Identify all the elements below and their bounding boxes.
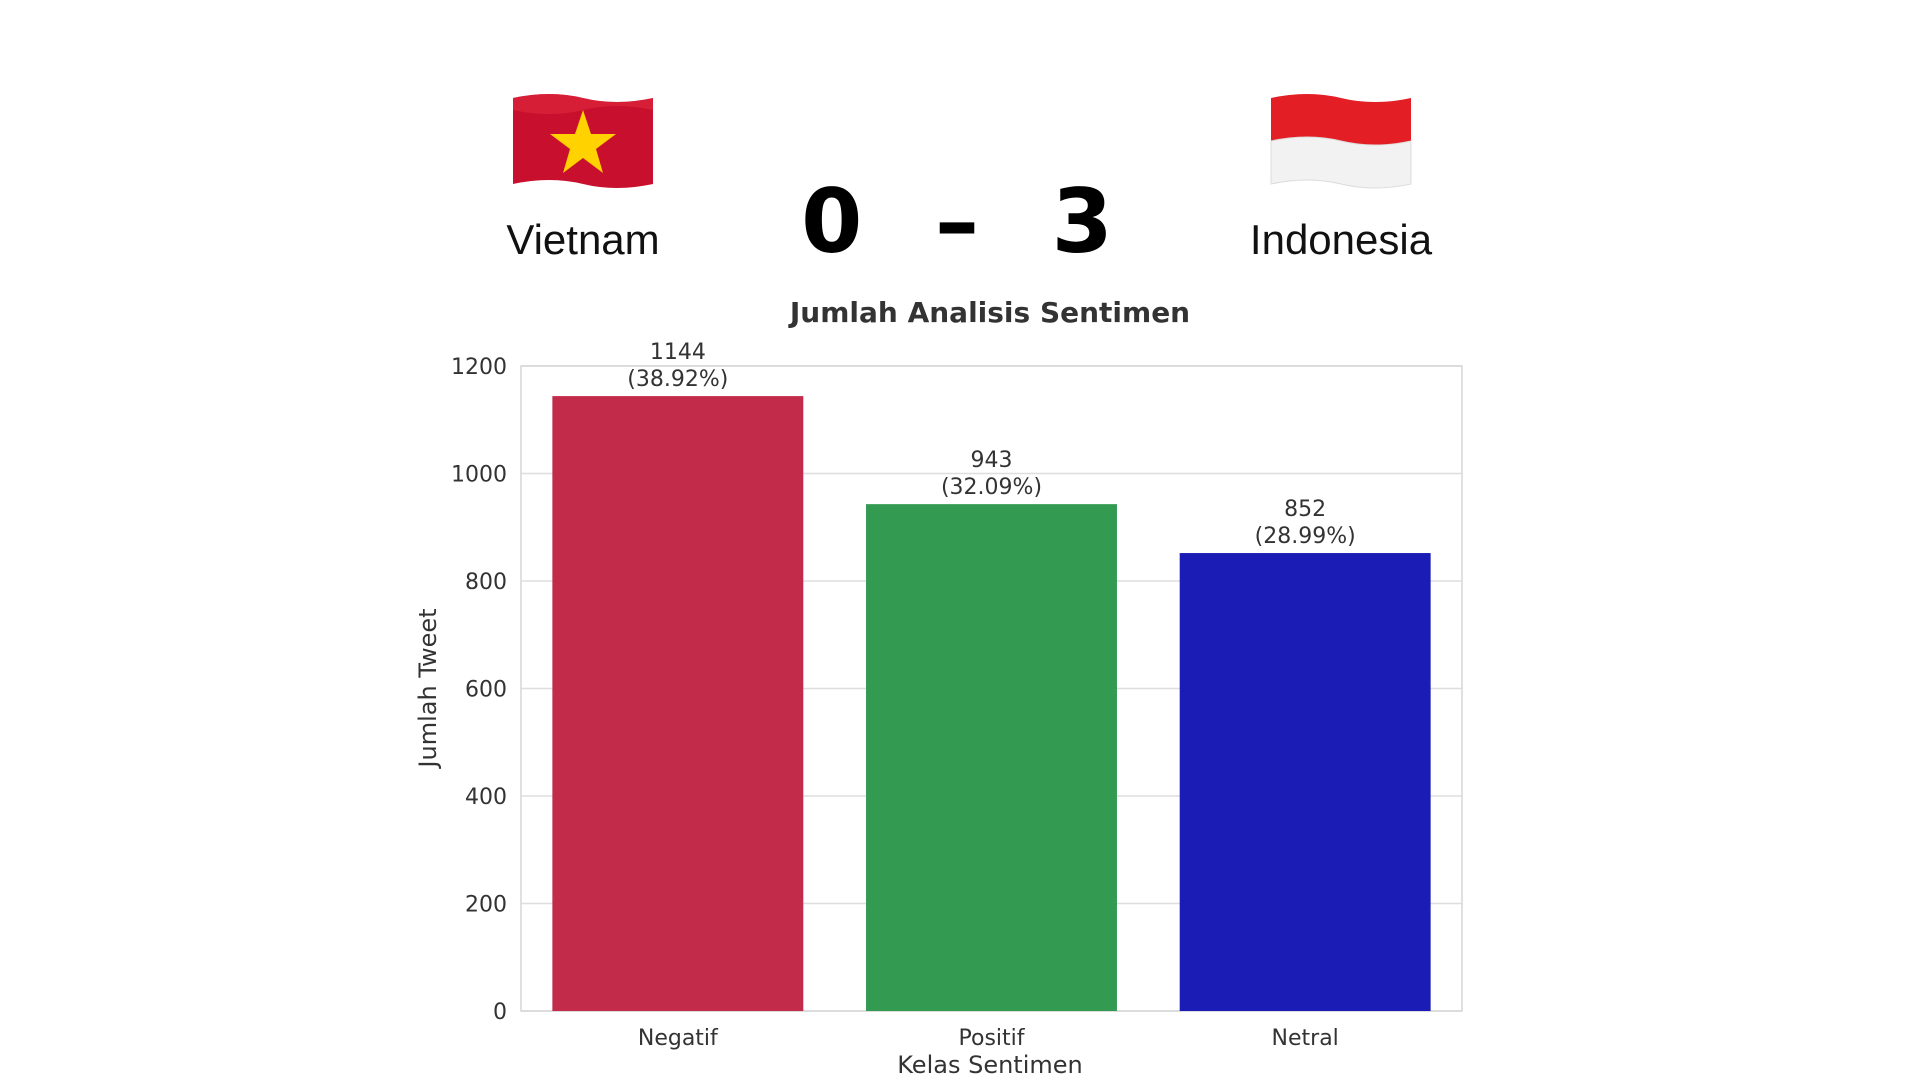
team-left-name: Vietnam [506,216,660,263]
score-separator: – [935,170,985,273]
y-tick-label: 200 [465,893,507,918]
x-tick-label: Netral [1272,1026,1339,1051]
bar-positif [866,504,1117,1011]
x-tick-label: Negatif [638,1026,719,1051]
bar-netral [1179,553,1431,1011]
y-tick-label: 1000 [451,463,507,488]
y-axis-label: Jumlah Tweet [414,608,442,769]
data-label: 943 (32.09%) [941,448,1042,500]
team-left: Vietnam [453,88,713,264]
x-axis-label: Kelas Sentimen [897,1051,1082,1079]
data-label: 852 (28.99%) [1255,497,1356,549]
y-tick-label: 600 [465,678,507,703]
y-tick-label: 800 [465,570,507,595]
indonesia-flag-icon [1270,94,1412,189]
score-right: 3 [1051,170,1119,273]
x-tick-label: Positif [959,1026,1026,1051]
score-left: 0 [801,170,869,273]
vietnam-flag-icon [513,94,653,188]
bar-negatif [552,396,804,1012]
chart-title: Jumlah Analisis Sentimen [788,296,1190,329]
team-right-name: Indonesia [1249,216,1433,263]
y-tick-label: 1200 [451,355,507,380]
y-tick-label: 400 [465,785,507,810]
score: 0 – 3 [800,170,1120,273]
data-label: 1144 (38.92%) [627,340,728,392]
team-right: Indonesia [1211,88,1471,264]
y-tick-label: 0 [493,1000,507,1025]
